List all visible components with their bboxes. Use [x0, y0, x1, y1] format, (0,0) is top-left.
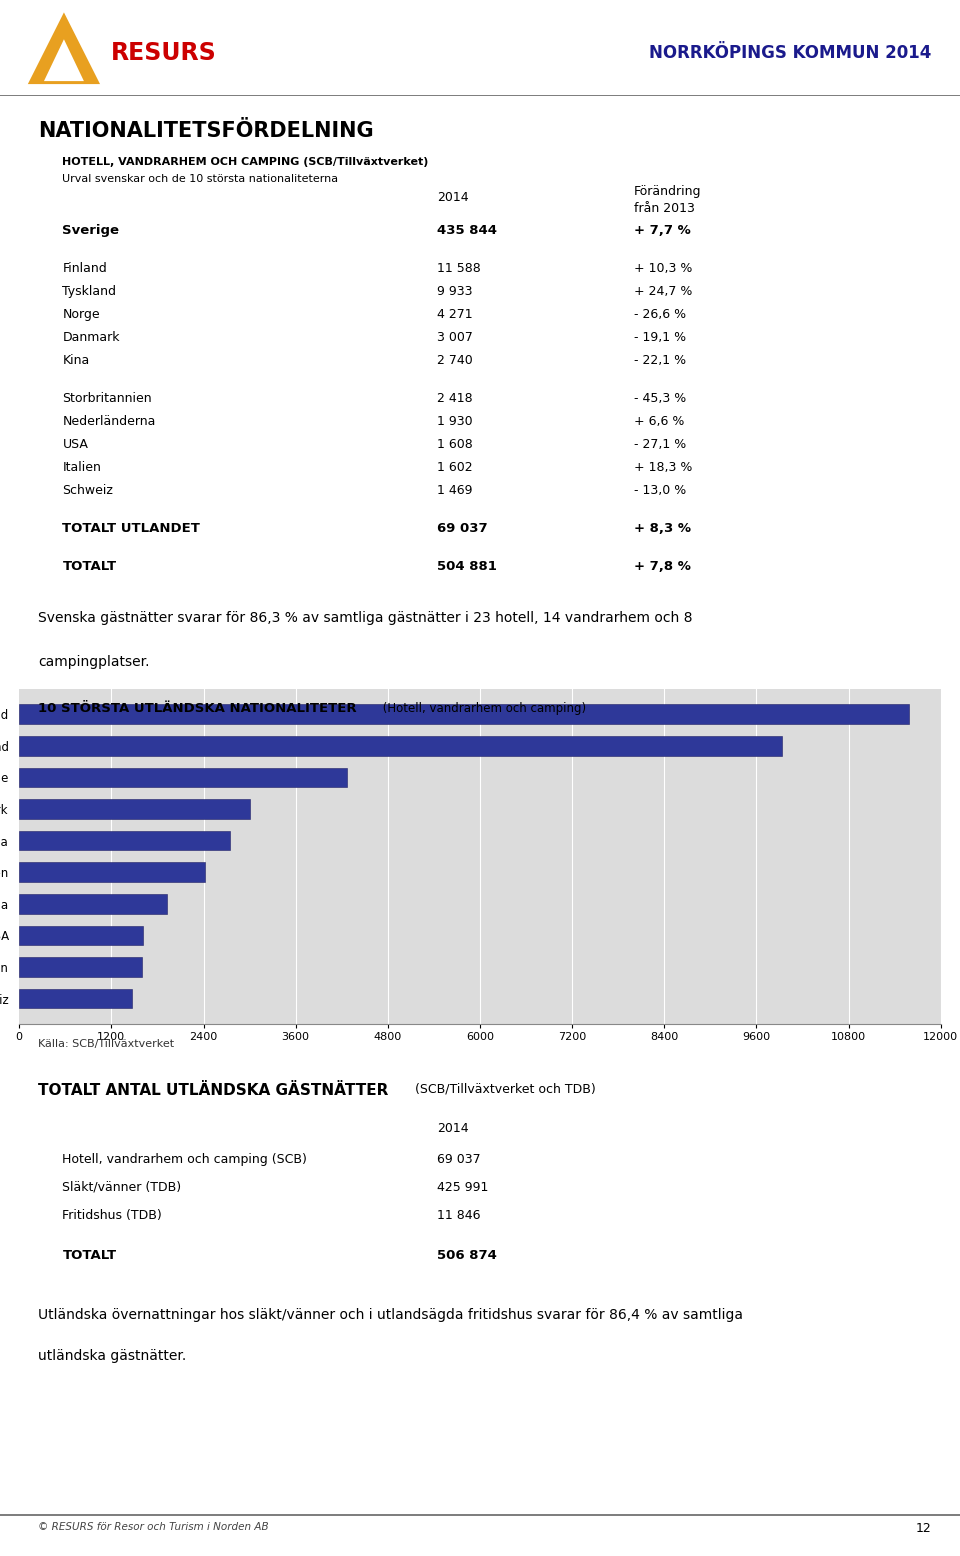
- Text: (SCB/Tillväxtverket och TDB): (SCB/Tillväxtverket och TDB): [411, 1083, 595, 1095]
- Text: utländska gästnätter.: utländska gästnätter.: [38, 1349, 186, 1363]
- Bar: [19, 800, 251, 818]
- Text: Finland: Finland: [62, 261, 108, 275]
- Text: - 19,1 %: - 19,1 %: [634, 331, 685, 344]
- Bar: [19, 831, 229, 851]
- Text: 11 846: 11 846: [437, 1209, 480, 1221]
- Text: Norge: Norge: [62, 308, 100, 321]
- Bar: [19, 895, 167, 913]
- Text: från 2013: från 2013: [634, 202, 694, 215]
- Text: 11 588: 11 588: [437, 261, 481, 275]
- Bar: [19, 926, 143, 944]
- Text: 1 469: 1 469: [437, 484, 472, 498]
- Text: Storbritannien: Storbritannien: [62, 392, 152, 405]
- Text: + 7,7 %: + 7,7 %: [634, 224, 690, 237]
- Text: 12: 12: [916, 1522, 931, 1534]
- Text: - 26,6 %: - 26,6 %: [634, 308, 685, 321]
- Text: Danmark: Danmark: [62, 331, 120, 344]
- Text: Tyskland: Tyskland: [62, 285, 116, 299]
- Text: 1 930: 1 930: [437, 415, 472, 428]
- Text: 69 037: 69 037: [437, 1153, 480, 1165]
- Text: Kina: Kina: [62, 355, 89, 367]
- Bar: [19, 862, 204, 882]
- Text: 2014: 2014: [437, 191, 468, 204]
- Text: NATIONALITETSFÖRDELNING: NATIONALITETSFÖRDELNING: [38, 121, 374, 142]
- Text: TOTALT: TOTALT: [62, 1249, 116, 1262]
- Text: 1 602: 1 602: [437, 461, 472, 475]
- Bar: [19, 990, 132, 1008]
- Text: TOTALT ANTAL UTLÄNDSKA GÄSTNÄTTER: TOTALT ANTAL UTLÄNDSKA GÄSTNÄTTER: [38, 1083, 389, 1099]
- Text: + 10,3 %: + 10,3 %: [634, 261, 692, 275]
- Bar: [19, 957, 142, 977]
- Text: 9 933: 9 933: [437, 285, 472, 299]
- Bar: [19, 705, 909, 724]
- Text: 2 740: 2 740: [437, 355, 472, 367]
- Bar: [19, 767, 348, 787]
- Text: USA: USA: [62, 439, 88, 451]
- Text: 504 881: 504 881: [437, 560, 496, 573]
- Text: Förändring: Förändring: [634, 185, 701, 198]
- Text: HOTELL, VANDRARHEM OCH CAMPING (SCB/Tillväxtverket): HOTELL, VANDRARHEM OCH CAMPING (SCB/Till…: [62, 157, 429, 166]
- Text: Urval svenskar och de 10 största nationaliteterna: Urval svenskar och de 10 största nationa…: [62, 174, 339, 184]
- Text: - 22,1 %: - 22,1 %: [634, 355, 685, 367]
- Text: 69 037: 69 037: [437, 523, 488, 535]
- Text: + 7,8 %: + 7,8 %: [634, 560, 690, 573]
- Text: 2014: 2014: [437, 1122, 468, 1134]
- Text: NORRKÖPINGS KOMMUN 2014: NORRKÖPINGS KOMMUN 2014: [649, 44, 931, 62]
- Text: 506 874: 506 874: [437, 1249, 496, 1262]
- Text: TOTALT UTLANDET: TOTALT UTLANDET: [62, 523, 201, 535]
- Text: - 45,3 %: - 45,3 %: [634, 392, 685, 405]
- Text: Nederländerna: Nederländerna: [62, 415, 156, 428]
- Text: 3 007: 3 007: [437, 331, 472, 344]
- Text: RESURS: RESURS: [110, 40, 216, 65]
- Text: Italien: Italien: [62, 461, 101, 475]
- Text: © RESURS för Resor och Turism i Norden AB: © RESURS för Resor och Turism i Norden A…: [38, 1522, 269, 1531]
- Text: Källa: SCB/Tillväxtverket: Källa: SCB/Tillväxtverket: [38, 1039, 175, 1049]
- Text: Schweiz: Schweiz: [62, 484, 113, 498]
- Bar: [19, 736, 782, 756]
- Text: Fritidshus (TDB): Fritidshus (TDB): [62, 1209, 162, 1221]
- Text: + 8,3 %: + 8,3 %: [634, 523, 690, 535]
- Polygon shape: [28, 12, 100, 84]
- Text: TOTALT: TOTALT: [62, 560, 116, 573]
- Polygon shape: [44, 39, 84, 81]
- Text: Utländska övernattningar hos släkt/vänner och i utlandsägda fritidshus svarar fö: Utländska övernattningar hos släkt/vänne…: [38, 1309, 743, 1323]
- Text: 2 418: 2 418: [437, 392, 472, 405]
- Text: 10 STÖRSTA UTLÄNDSKA NATIONALITETER: 10 STÖRSTA UTLÄNDSKA NATIONALITETER: [38, 702, 357, 714]
- Text: + 24,7 %: + 24,7 %: [634, 285, 692, 299]
- Text: - 27,1 %: - 27,1 %: [634, 439, 685, 451]
- Text: Svenska gästnätter svarar för 86,3 % av samtliga gästnätter i 23 hotell, 14 vand: Svenska gästnätter svarar för 86,3 % av …: [38, 612, 693, 626]
- Text: Släkt/vänner (TDB): Släkt/vänner (TDB): [62, 1181, 181, 1193]
- Text: 4 271: 4 271: [437, 308, 472, 321]
- Text: + 6,6 %: + 6,6 %: [634, 415, 684, 428]
- Text: Hotell, vandrarhem och camping (SCB): Hotell, vandrarhem och camping (SCB): [62, 1153, 307, 1165]
- Text: 425 991: 425 991: [437, 1181, 489, 1193]
- Text: (Hotell, vandrarhem och camping): (Hotell, vandrarhem och camping): [379, 702, 587, 714]
- Text: campingplatser.: campingplatser.: [38, 655, 150, 669]
- Text: - 13,0 %: - 13,0 %: [634, 484, 685, 498]
- Text: 435 844: 435 844: [437, 224, 497, 237]
- Text: + 18,3 %: + 18,3 %: [634, 461, 692, 475]
- Text: Sverige: Sverige: [62, 224, 119, 237]
- Text: 1 608: 1 608: [437, 439, 472, 451]
